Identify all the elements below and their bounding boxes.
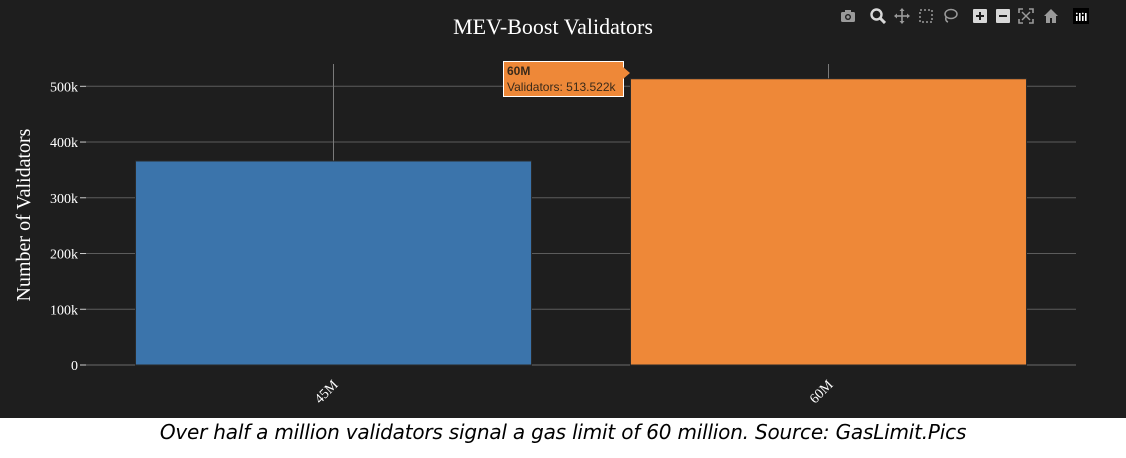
zoom-icon[interactable] (870, 8, 886, 24)
bar-45M[interactable] (135, 160, 532, 366)
camera-icon[interactable] (840, 8, 856, 24)
x-tick-label: 60M (807, 377, 837, 407)
hover-tooltip: 60M Validators: 513.522k (503, 61, 630, 97)
figure-caption: Over half a million validators signal a … (159, 420, 967, 444)
pan-icon[interactable] (894, 8, 910, 24)
x-tick-label: 45M (312, 377, 342, 407)
hover-value: Validators: 513.522k (507, 80, 616, 94)
y-tick-label: 300k (50, 192, 78, 207)
y-axis-title: Number of Validators (13, 128, 35, 301)
autoscale-icon[interactable] (1018, 8, 1034, 24)
y-tick-label: 400k (50, 136, 78, 151)
zoom-in-icon[interactable] (972, 8, 988, 24)
y-tick-label: 100k (50, 303, 78, 318)
bar-60M[interactable] (630, 78, 1027, 366)
lasso-icon[interactable] (942, 8, 958, 24)
y-tick-label: 0 (71, 359, 78, 374)
box-select-icon[interactable] (918, 8, 934, 24)
y-tick-label: 200k (50, 248, 78, 263)
hover-category: 60M (507, 64, 531, 78)
reset-axes-icon[interactable] (1043, 8, 1059, 24)
zoom-out-icon[interactable] (995, 8, 1011, 24)
y-tick-label: 500k (50, 80, 78, 95)
chart-title: MEV-Boost Validators (453, 14, 653, 39)
chart-panel: MEV-Boost Validators Number of Validator… (0, 0, 1126, 418)
bar-chart: MEV-Boost Validators Number of Validator… (13, 14, 1076, 407)
plotly-logo-icon[interactable] (1073, 8, 1089, 24)
